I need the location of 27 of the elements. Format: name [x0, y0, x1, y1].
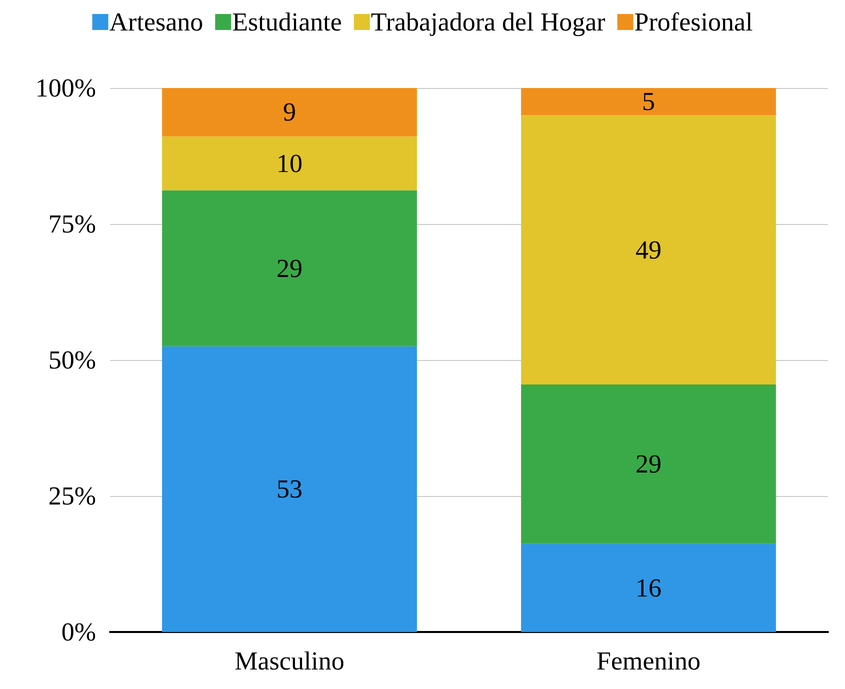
bar: [521, 544, 776, 632]
legend-label: Profesional: [634, 8, 753, 36]
y-tick-label: 0%: [61, 618, 96, 646]
bar: [162, 190, 417, 346]
x-tick-label: Masculino: [234, 646, 344, 676]
data-label: 5: [642, 87, 655, 116]
data-label: 53: [276, 474, 302, 504]
y-tick-label: 100%: [35, 74, 96, 102]
legend-label: Estudiante: [232, 8, 342, 36]
legend-label: Trabajadora del Hogar: [370, 8, 606, 36]
data-label: 16: [636, 573, 662, 602]
data-label: 29: [636, 450, 662, 479]
y-tick-label: 25%: [48, 482, 96, 510]
y-tick-label: 75%: [48, 210, 96, 238]
data-label: 9: [283, 98, 296, 127]
bar: [162, 88, 417, 136]
bar: [162, 136, 417, 190]
bar: [521, 384, 776, 544]
bar: [521, 88, 776, 116]
data-label: 10: [276, 148, 302, 178]
bar: [162, 346, 417, 632]
data-label: 49: [636, 235, 662, 264]
y-tick-label: 50%: [48, 346, 96, 374]
x-tick-label: Femenino: [596, 646, 700, 676]
data-label: 29: [276, 254, 302, 283]
legend-label: Artesano: [109, 8, 204, 36]
bar: [521, 115, 776, 384]
